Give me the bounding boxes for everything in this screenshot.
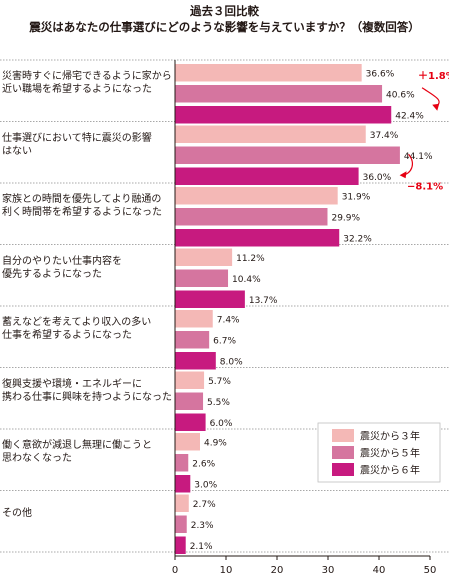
bar-value-label: 37.4% [370, 131, 399, 141]
bar-value-label: 6.0% [210, 419, 233, 429]
x-tick-label: 10 [220, 565, 233, 576]
category-label-line: はない [2, 145, 32, 157]
category-label-line: 優先するようになった [2, 268, 102, 280]
bar-4-2 [175, 269, 229, 287]
category-label: 家族との時間を優先してより融通の 利く時間帯を希望するようになった [2, 193, 162, 219]
bar-value-label: 10.4% [232, 275, 261, 285]
category-label: 自分のやりたい仕事内容を 優先するようになった [2, 255, 122, 281]
bar-value-label: 42.4% [395, 111, 424, 121]
bar-value-label: 3.0% [194, 480, 217, 490]
bar-1-1 [175, 64, 362, 82]
category-label: その他 [2, 507, 32, 520]
bar-value-label: 6.7% [213, 336, 236, 346]
bar-value-label: 2.7% [193, 500, 216, 510]
x-tick-label: 20 [271, 565, 284, 576]
bar-value-label: 13.7% [249, 296, 278, 306]
bar-3-3 [175, 229, 340, 247]
bar-8-1 [175, 494, 189, 512]
bar-value-label: 2.3% [191, 521, 214, 531]
bar-value-label: 2.6% [192, 459, 215, 469]
bar-1-3 [175, 106, 392, 124]
legend-swatch [332, 463, 354, 476]
x-tick-label: 50 [424, 565, 437, 576]
chart-subtitle: 震災はあなたの仕事選びにどのような影響を与えていますか？（複数回答） [29, 20, 420, 34]
category-label: 働く意欲が減退し無理に働こうと 思わなくなった [2, 439, 152, 465]
category-label-line: 思わなくなった [2, 453, 72, 464]
bar-7-3 [175, 475, 191, 493]
bar-value-label: 44.1% [404, 152, 433, 162]
category-label-line: 蓄えなどを考えてより収入の多い [2, 317, 152, 328]
legend-label: 震災から５年 [360, 447, 420, 460]
x-tick-label: 0 [172, 565, 178, 576]
legend-label: 震災から６年 [360, 464, 420, 477]
legend-label: 震災から３年 [360, 430, 420, 443]
category-label-line: その他 [2, 508, 32, 519]
bar-8-3 [175, 536, 186, 554]
annotation-arrowhead [432, 103, 440, 111]
bar-5-2 [175, 331, 210, 349]
bar-2-2 [175, 146, 400, 164]
legend-swatch [332, 429, 354, 442]
bar-value-label: 31.9% [342, 192, 371, 202]
x-tick-label: 40 [373, 565, 386, 576]
category-label-line: 自分のやりたい仕事内容を [2, 255, 122, 267]
bar-6-2 [175, 392, 204, 410]
bar-2-3 [175, 167, 359, 185]
bar-value-label: 2.1% [190, 542, 213, 552]
bar-value-label: 36.0% [363, 173, 392, 183]
category-label-line: 災害時すぐに帰宅できるように家から [2, 71, 172, 82]
category-label: 復興支援や環境・エネルギーに 携わる仕事に興味を持つようになった [2, 378, 172, 404]
category-label-line: 仕事を希望するようになった [2, 330, 132, 341]
bar-value-label: 5.7% [208, 377, 231, 387]
category-label: 仕事選びにおいて特に震災の影響 はない [2, 132, 152, 158]
category-label-line: 利く時間帯を希望するようになった [2, 207, 162, 218]
category-label: 災害時すぐに帰宅できるように家から 近い職場を希望するようになった [2, 70, 172, 96]
bar-value-label: 5.5% [207, 398, 230, 408]
bar-7-2 [175, 454, 189, 472]
category-label: 蓄えなどを考えてより収入の多い 仕事を希望するようになった [2, 316, 151, 342]
bar-5-1 [175, 310, 213, 328]
bar-value-label: 4.9% [204, 438, 227, 448]
annotation-arrow [421, 87, 440, 108]
bar-1-2 [175, 85, 383, 103]
bar-value-label: 40.6% [386, 90, 415, 100]
bar-3-2 [175, 208, 328, 226]
x-tick-label: 30 [322, 565, 335, 576]
bar-value-label: 8.0% [220, 357, 243, 367]
bar-7-1 [175, 433, 200, 451]
change-annotation: −8.1% [407, 181, 443, 192]
bar-value-label: 36.6% [366, 69, 395, 79]
annotation-arrowhead [399, 171, 407, 179]
category-label-line: 復興支援や環境・エネルギーに [2, 378, 142, 390]
category-label-line: 家族との時間を優先してより融通の [2, 194, 162, 205]
bar-2-1 [175, 125, 366, 143]
category-label-line: 仕事選びにおいて特に震災の影響 [2, 132, 152, 144]
bar-6-3 [175, 413, 206, 431]
chart-title: 過去３回比較 [190, 4, 259, 18]
bar-4-1 [175, 248, 233, 266]
bar-3-1 [175, 187, 338, 205]
bar-value-label: 29.9% [331, 213, 360, 223]
bar-5-3 [175, 352, 216, 370]
category-label-line: 近い職場を希望するようになった [2, 84, 152, 95]
bar-6-1 [175, 371, 205, 389]
legend-swatch [332, 446, 354, 459]
change-annotation: ＋1.8% [418, 70, 449, 82]
bar-value-label: 11.2% [236, 254, 265, 264]
bar-8-2 [175, 515, 187, 533]
bar-value-label: 7.4% [217, 315, 240, 325]
category-label-line: 携わる仕事に興味を持つようになった [2, 391, 172, 403]
category-label-line: 働く意欲が減退し無理に働こうと [2, 440, 152, 451]
bar-value-label: 32.2% [343, 234, 372, 244]
bar-4-3 [175, 290, 245, 308]
